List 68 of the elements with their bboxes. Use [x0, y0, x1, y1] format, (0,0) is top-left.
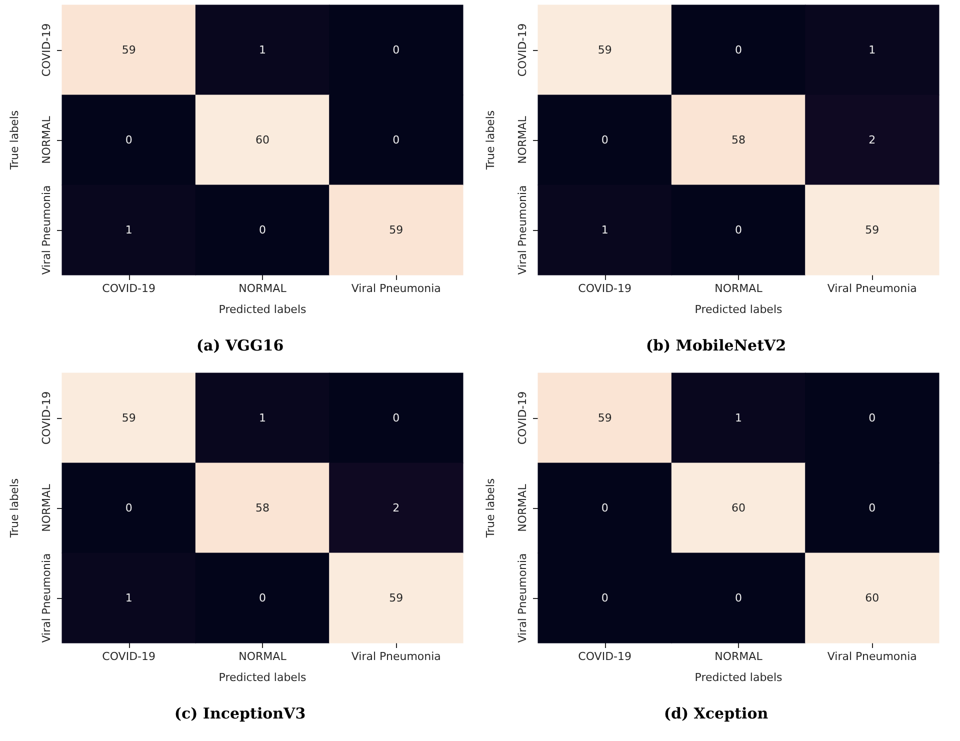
data-label: 60 [865, 592, 880, 604]
x-tick-label: NORMAL [238, 650, 288, 663]
y-tick-label: COVID-19 [516, 23, 529, 77]
x-tick-label: COVID-19 [102, 650, 156, 663]
y-tick-label: COVID-19 [40, 391, 53, 445]
text: (c) InceptionV3 [174, 704, 306, 722]
data-label: 58 [256, 502, 270, 514]
data-label: 0 [601, 592, 608, 604]
y-tick-label: NORMAL [516, 115, 529, 164]
data-label: 1 [259, 44, 266, 56]
data-label: 0 [259, 224, 266, 236]
data-label: 0 [735, 592, 742, 604]
x-tick-label: Viral Pneumonia [827, 282, 917, 295]
data-label: 0 [735, 224, 742, 236]
x-tick-label: NORMAL [238, 282, 288, 295]
x-tick-label: Viral Pneumonia [351, 650, 441, 663]
data-label: 0 [392, 134, 400, 146]
data-label: 1 [125, 224, 132, 236]
x-axis-title: Predicted labels [218, 303, 307, 316]
x-tick-label: Viral Pneumonia [827, 650, 917, 663]
y-axis-title: True labels [484, 110, 497, 171]
data-label: 59 [865, 224, 880, 236]
y-tick-label: COVID-19 [516, 391, 529, 445]
data-label: 58 [732, 134, 746, 146]
data-label: 59 [122, 44, 136, 56]
data-label: 59 [598, 412, 612, 424]
data-label: 1 [125, 592, 132, 604]
x-tick-label: COVID-19 [102, 282, 156, 295]
data-label: 59 [389, 592, 404, 604]
y-axis-title: True labels [8, 110, 21, 171]
data-label: 1 [259, 412, 266, 424]
data-label: 0 [601, 502, 608, 514]
text: (b) MobileNetV2 [646, 336, 786, 354]
data-label: 0 [868, 412, 876, 424]
data-label: 1 [868, 44, 876, 56]
text: (d) Xception [664, 704, 768, 722]
data-label: 59 [122, 412, 136, 424]
x-axis-title: Predicted labels [694, 303, 783, 316]
data-label: 0 [125, 134, 132, 146]
data-label: 60 [256, 134, 270, 146]
data-label: 2 [868, 134, 876, 146]
x-tick-label: NORMAL [714, 282, 764, 295]
data-label: 59 [389, 224, 404, 236]
data-label: 2 [392, 502, 400, 514]
y-tick-label: COVID-19 [40, 23, 53, 77]
data-label: 0 [259, 592, 266, 604]
x-tick-label: Viral Pneumonia [351, 282, 441, 295]
data-label: 0 [392, 44, 400, 56]
text: (a) VGG16 [196, 336, 284, 354]
x-tick-label: COVID-19 [578, 650, 632, 663]
data-label: 0 [125, 502, 132, 514]
x-tick-label: COVID-19 [578, 282, 632, 295]
data-label: 0 [868, 502, 876, 514]
data-label: 0 [392, 412, 400, 424]
y-tick-label: NORMAL [516, 483, 529, 532]
y-axis-title: True labels [484, 478, 497, 539]
y-tick-label: NORMAL [40, 115, 53, 164]
x-axis-title: Predicted labels [694, 671, 783, 684]
data-label: 0 [735, 44, 742, 56]
data-label: 60 [732, 502, 746, 514]
y-axis-title: True labels [8, 478, 21, 539]
x-tick-label: NORMAL [714, 650, 764, 663]
data-label: 59 [598, 44, 612, 56]
y-tick-label: NORMAL [40, 483, 53, 532]
data-label: 1 [601, 224, 608, 236]
x-axis-title: Predicted labels [218, 671, 307, 684]
data-label: 1 [735, 412, 742, 424]
data-label: 0 [601, 134, 608, 146]
